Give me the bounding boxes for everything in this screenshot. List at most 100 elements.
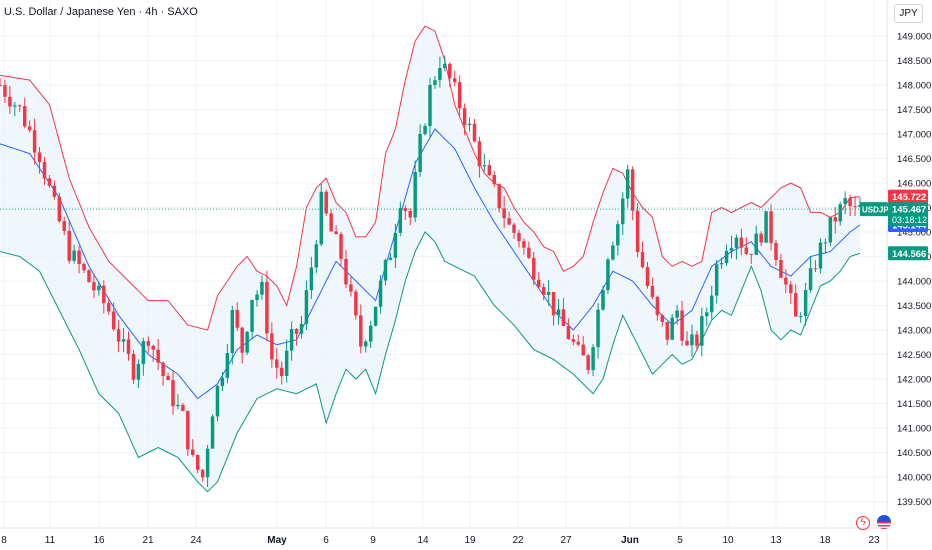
candle [477, 136, 482, 178]
candle [186, 410, 190, 457]
candle [220, 371, 225, 392]
candle [368, 320, 373, 348]
candle [151, 344, 155, 362]
candle [8, 86, 12, 114]
candle [546, 280, 551, 306]
time-tick-label: 23 [868, 535, 880, 546]
candle [403, 205, 408, 220]
candle [645, 262, 650, 289]
candle [789, 280, 793, 304]
candle [438, 56, 442, 88]
candle [245, 331, 249, 355]
candle [601, 285, 605, 311]
candle [57, 192, 62, 224]
candle [650, 277, 655, 300]
upper-band-badge: 145.722 [888, 189, 928, 204]
bollinger-lower-line [0, 231, 861, 493]
time-tick-label: 14 [417, 535, 429, 546]
candle [482, 153, 487, 172]
candle [734, 234, 739, 260]
candle [635, 203, 640, 258]
candle [685, 331, 689, 347]
candle [848, 194, 852, 217]
candle [373, 306, 378, 327]
us-flag-icon[interactable] [877, 515, 891, 529]
time-tick-label: 8 [1, 535, 7, 546]
candle [18, 104, 22, 113]
candle [616, 220, 620, 256]
time-tick-label: 16 [93, 535, 105, 546]
price-tick-label: 141.000 [897, 424, 931, 435]
candle [329, 209, 333, 232]
candle [210, 414, 215, 449]
time-axis[interactable]: 8 11 16 21 24 May 6 9 14 19 22 27 Jun 5 10 13 18 23 [1, 535, 880, 546]
candle [452, 70, 457, 87]
time-tick-label: 22 [512, 535, 524, 546]
bollinger-band-fill [0, 26, 860, 492]
price-axis[interactable]: 149.000 148.500 148.000 147.500 147.000 146.5… [897, 32, 931, 509]
candle [77, 245, 81, 274]
price-badges: 145.722145.144144.566USDJPY145.46703:18:… [860, 189, 928, 261]
candle [413, 160, 417, 223]
symbol-badge: USDJPY [860, 202, 895, 217]
candle [141, 337, 146, 376]
candle [502, 196, 506, 229]
candle [670, 313, 674, 341]
bollinger-upper-line [0, 25, 861, 331]
candle [334, 225, 338, 235]
time-tick-label: 19 [464, 535, 476, 546]
price-tick-label: 141.500 [897, 399, 931, 410]
time-tick-label: May [267, 535, 287, 546]
candle [87, 269, 91, 283]
time-tick-label: 21 [142, 535, 154, 546]
candle [171, 371, 175, 415]
candle [344, 249, 348, 289]
candle [102, 280, 106, 314]
candle [136, 359, 141, 389]
candle [556, 298, 561, 325]
candle [294, 328, 299, 346]
candle [808, 257, 813, 293]
price-tick-label: 140.500 [897, 448, 931, 459]
currency-button[interactable]: JPY [894, 4, 923, 23]
candle [97, 281, 101, 296]
candle [769, 204, 773, 251]
candle [82, 262, 86, 274]
candle [47, 174, 52, 188]
candle [284, 339, 289, 383]
lightning-icon[interactable]: ϟ [856, 516, 870, 530]
candle [304, 280, 309, 331]
candle [625, 165, 630, 208]
candle [621, 192, 625, 236]
svg-text:USDJPY: USDJPY [862, 206, 895, 215]
candle [240, 326, 244, 364]
candle [279, 361, 284, 385]
time-tick-label: 18 [819, 535, 831, 546]
candle [418, 124, 422, 178]
candle [823, 238, 828, 254]
svg-text:145.467: 145.467 [892, 205, 926, 216]
candle [270, 322, 274, 368]
price-tick-label: 142.500 [897, 350, 931, 361]
countdown-label: 03:18:12 [892, 215, 927, 225]
candle [309, 256, 314, 300]
candle [349, 277, 353, 297]
candle [537, 272, 541, 289]
candle [116, 319, 121, 353]
candle [828, 217, 833, 247]
candle [512, 222, 516, 239]
candle [176, 394, 180, 410]
candle [408, 208, 412, 226]
candle [630, 166, 635, 221]
price-tick-label: 146.000 [897, 179, 931, 190]
candle [838, 201, 842, 226]
candle [299, 315, 304, 339]
price-tick-label: 144.000 [897, 277, 931, 288]
candle [749, 253, 753, 264]
candle [230, 305, 235, 365]
candle [492, 170, 496, 188]
price-tick-label: 147.500 [897, 105, 931, 116]
candle [443, 55, 447, 72]
candle [448, 62, 452, 87]
